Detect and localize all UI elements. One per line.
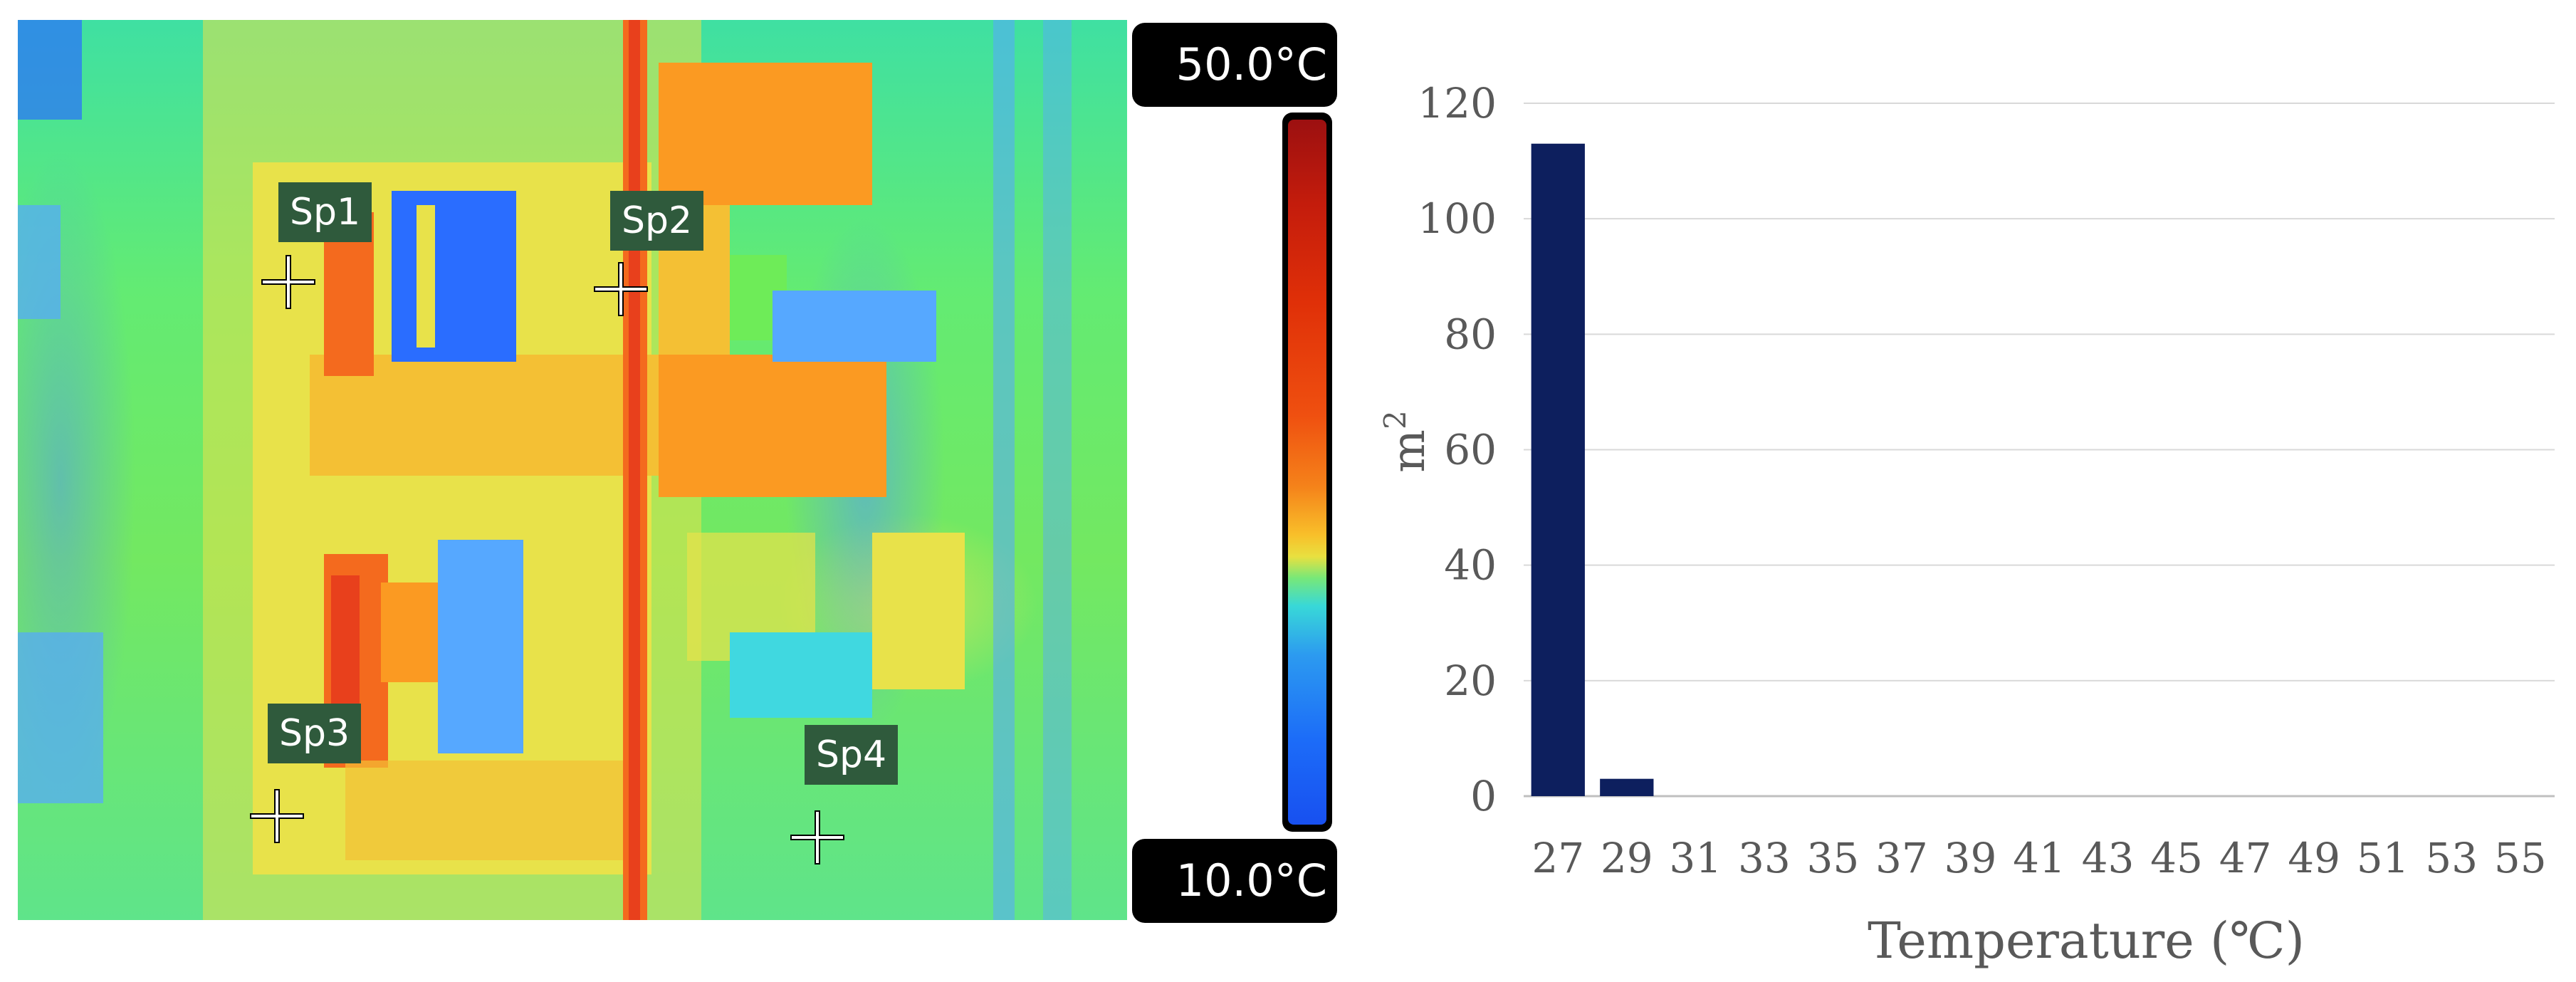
x-tick-label: 55 <box>2494 834 2547 882</box>
y-tick-label: 0 <box>1470 772 1497 820</box>
color-scale-bar <box>1282 113 1332 832</box>
y-tick-label: 120 <box>1418 79 1497 127</box>
spot-marker-sp1-icon <box>261 255 315 309</box>
spot-label-sp1: Sp1 <box>278 182 372 242</box>
x-tick-label: 53 <box>2425 834 2478 882</box>
spot-label-sp4: Sp4 <box>805 725 899 785</box>
spot-marker-sp2-icon <box>594 262 648 316</box>
x-tick-label: 39 <box>1944 834 1997 882</box>
scale-max-label: 50.0°C <box>1132 23 1337 107</box>
x-tick-label: 29 <box>1601 834 1653 882</box>
y-tick-label: 80 <box>1444 310 1497 358</box>
thermal-image: Sp1 Sp2 Sp3 Sp4 <box>18 20 1127 920</box>
y-axis-label: m2 <box>1378 410 1435 472</box>
x-tick-label: 37 <box>1875 834 1928 882</box>
x-tick-label: 43 <box>2082 834 2135 882</box>
y-tick-label: 40 <box>1444 541 1497 590</box>
x-tick-label: 41 <box>2013 834 2065 882</box>
x-tick-label: 45 <box>2150 834 2203 882</box>
x-tick-label: 27 <box>1532 834 1584 882</box>
scale-min-label: 10.0°C <box>1132 839 1337 923</box>
x-tick-label: 47 <box>2219 834 2272 882</box>
y-tick-label: 100 <box>1418 194 1497 243</box>
x-tick-label: 51 <box>2357 834 2409 882</box>
bar-29 <box>1600 778 1654 796</box>
x-tick-label: 49 <box>2288 834 2340 882</box>
x-tick-label: 31 <box>1669 834 1722 882</box>
spot-marker-sp4-icon <box>790 810 844 865</box>
y-tick-label: 60 <box>1444 426 1497 474</box>
x-tick-label: 35 <box>1806 834 1859 882</box>
spot-label-sp3: Sp3 <box>268 704 362 763</box>
temperature-area-chart: 0 20 40 60 80 100 120 27 29 31 33 35 37 39 41 43 45 47 49… <box>1378 79 2555 970</box>
x-axis-label: Temperature (℃) <box>1868 912 2305 970</box>
spot-marker-sp3-icon <box>250 789 304 843</box>
spot-label-sp2: Sp2 <box>610 191 704 251</box>
y-tick-label: 20 <box>1444 657 1497 705</box>
x-tick-label: 33 <box>1738 834 1791 882</box>
bar-27 <box>1531 143 1585 797</box>
